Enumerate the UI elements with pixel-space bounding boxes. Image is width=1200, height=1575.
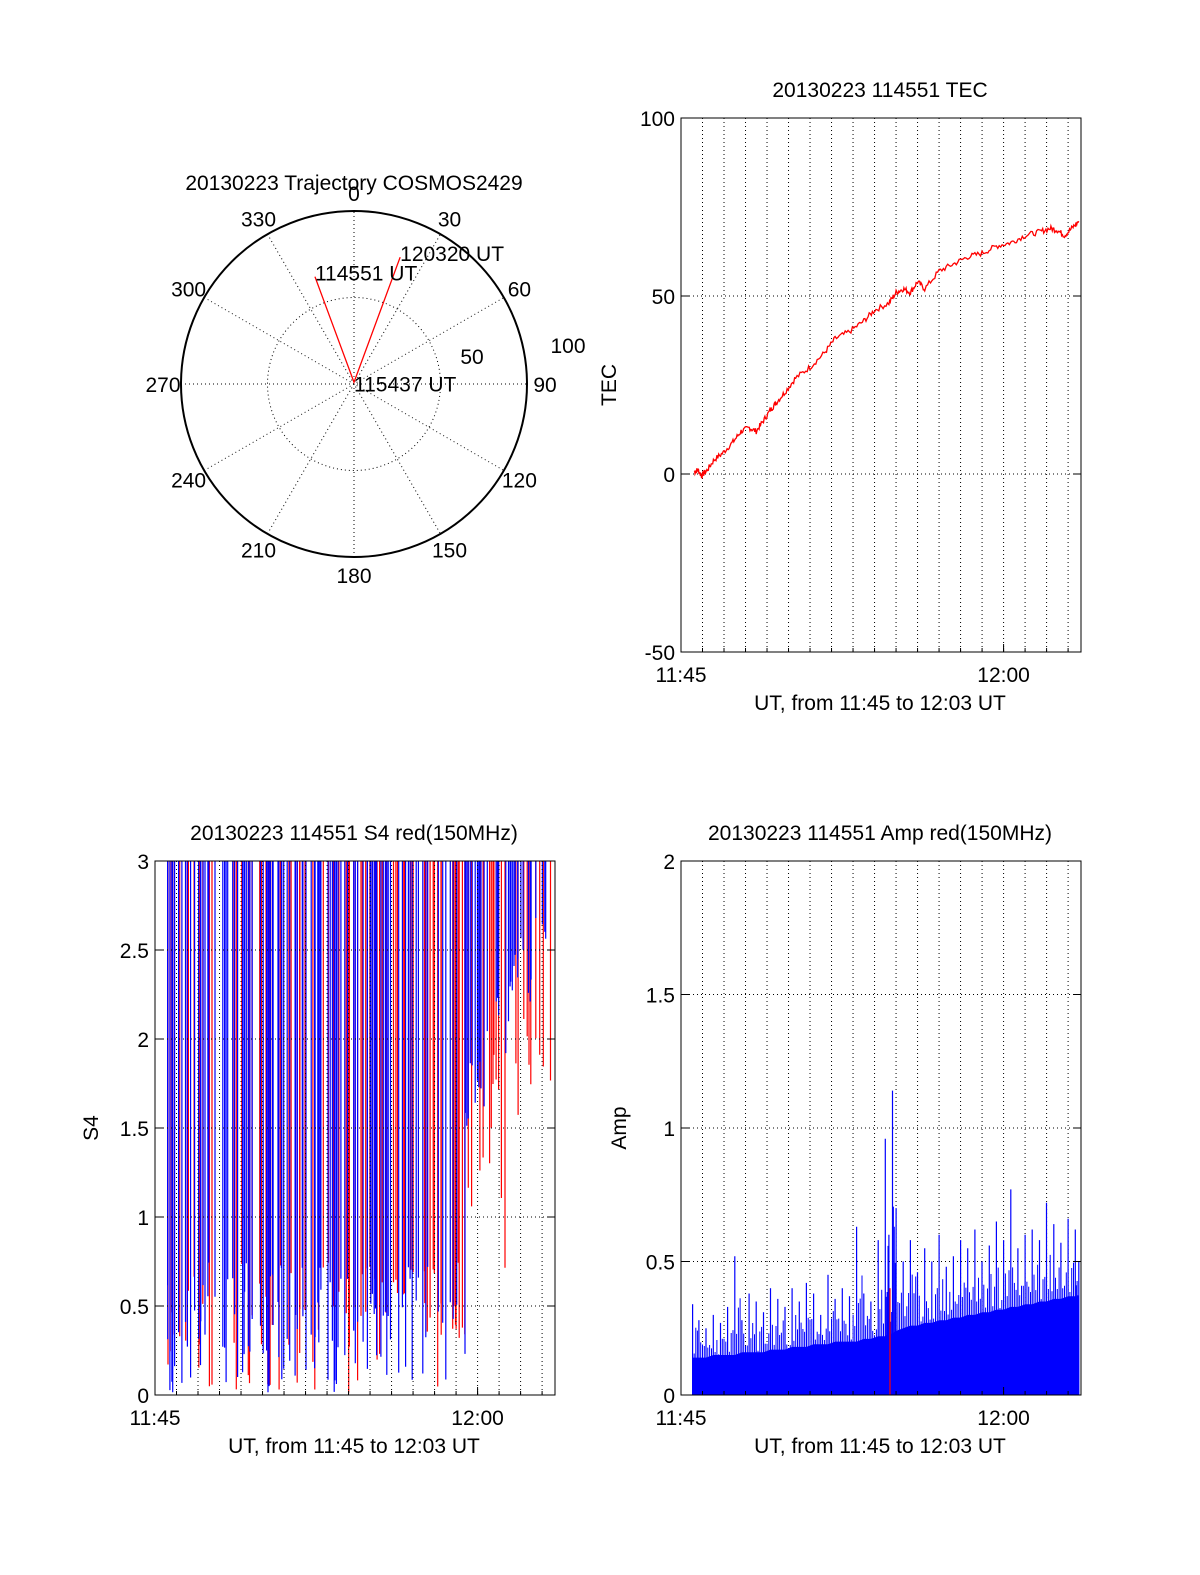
polar-azimuth-label: 330 <box>241 209 276 232</box>
tec-tick-labels: -50 0 50 100 11:45 12:00 <box>640 108 1081 687</box>
trajectory-time-label: 114551 UT <box>315 263 418 286</box>
s4-series <box>167 861 552 1393</box>
s4-plot-frame <box>154 860 556 1396</box>
tec-xlabel: UT, from 11:45 to 12:03 UT <box>754 692 1006 715</box>
s4-ylabel: S4 <box>80 1115 103 1141</box>
y-tick-label: 0 <box>137 1385 149 1408</box>
trajectory-line <box>314 256 401 385</box>
y-tick-label: 0 <box>663 1385 675 1408</box>
amp-title: 20130223 114551 Amp red(150MHz) <box>708 822 1052 845</box>
polar-azimuth-label: 60 <box>508 279 531 302</box>
polar-grid-circle <box>267 297 441 471</box>
x-tick-label: 12:00 <box>451 1407 504 1430</box>
s4-xlabel: UT, from 11:45 to 12:03 UT <box>228 1435 480 1458</box>
y-tick-label: 100 <box>640 108 675 131</box>
s4-tick-labels: 0 0.5 1 1.5 2 2.5 3 11:45 12:00 <box>120 851 555 1430</box>
y-tick-label: 1 <box>137 1207 149 1230</box>
polar-outer-circle <box>180 210 528 558</box>
polar-radial-label: 50 <box>460 346 483 369</box>
x-tick-label: 11:45 <box>130 1407 181 1430</box>
polar-azimuth-label: 150 <box>432 539 467 562</box>
polar-azimuth-label: 30 <box>438 209 461 232</box>
trajectory: 114551 UT 115437 UT 120320 UT <box>314 243 504 396</box>
amp-panel: 20130223 114551 Amp red(150MHz) 0 0.5 1 1.5… <box>608 822 1082 1458</box>
y-tick-label: 1.5 <box>646 985 675 1008</box>
y-tick-label: 2 <box>137 1029 149 1052</box>
polar-radial-label: 100 <box>550 335 585 358</box>
y-tick-label: 50 <box>652 286 675 309</box>
s4-title: 20130223 114551 S4 red(150MHz) <box>190 822 518 845</box>
y-tick-label: -50 <box>645 642 675 665</box>
polar-radial-labels: 50 100 <box>460 335 585 369</box>
y-tick-label: 0.5 <box>120 1296 149 1319</box>
x-tick-label: 12:00 <box>977 1407 1030 1430</box>
y-tick-label: 1.5 <box>120 1118 149 1141</box>
amp-series <box>691 1090 1080 1395</box>
y-tick-label: 3 <box>137 851 149 874</box>
tec-grid <box>681 118 1081 652</box>
polar-azimuth-label: 270 <box>145 374 180 397</box>
polar-azimuth-label: 210 <box>241 539 276 562</box>
tec-title: 20130223 114551 TEC <box>772 79 987 102</box>
y-tick-label: 0 <box>663 464 675 487</box>
polar-azimuth-label: 240 <box>171 470 206 493</box>
x-tick-label: 11:45 <box>656 664 707 687</box>
x-tick-label: 11:45 <box>656 1407 707 1430</box>
polar-azimuth-labels: 0 30 60 90 120 150 180 210 240 270 300 330 <box>145 183 556 588</box>
polar-panel: 20130223 Trajectory COSMOS2429 0 30 60 90 12… <box>145 172 585 588</box>
tec-plot-frame <box>680 117 1082 653</box>
polar-azimuth-label: 90 <box>533 374 556 397</box>
y-tick-label: 2.5 <box>120 940 149 963</box>
tec-line <box>693 220 1080 479</box>
y-tick-label: 1 <box>663 1118 675 1141</box>
amp-tick-labels: 0 0.5 1 1.5 2 11:45 12:00 <box>646 851 1081 1430</box>
y-tick-label: 0.5 <box>646 1252 675 1275</box>
tec-series <box>693 220 1080 479</box>
trajectory-time-label: 120320 UT <box>400 243 504 266</box>
trajectory-time-label: 115437 UT <box>354 373 457 396</box>
polar-azimuth-label: 180 <box>336 565 371 588</box>
polar-azimuth-label: 300 <box>171 279 206 302</box>
y-tick-label: 2 <box>663 851 675 874</box>
polar-azimuth-label: 120 <box>502 470 537 493</box>
polar-title: 20130223 Trajectory COSMOS2429 <box>185 172 522 195</box>
amp-plot-frame <box>680 860 1082 1396</box>
tec-ylabel: TEC <box>598 364 621 406</box>
polar-azimuth-label: 0 <box>348 183 360 206</box>
s4-panel: 20130223 114551 S4 red(150MHz) 0 0.5 1 1.5 2… <box>80 822 556 1458</box>
s4-grid <box>155 861 555 1395</box>
x-tick-label: 12:00 <box>977 664 1030 687</box>
amp-ylabel: Amp <box>608 1106 631 1149</box>
amp-xlabel: UT, from 11:45 to 12:03 UT <box>754 1435 1006 1458</box>
